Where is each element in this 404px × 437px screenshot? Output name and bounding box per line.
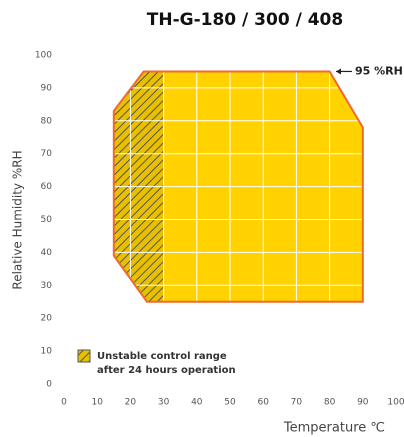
y-tick-label: 10 (41, 347, 53, 357)
y-tick-label: 100 (35, 51, 52, 61)
x-tick-label: 50 (224, 398, 236, 408)
x-tick-label: 0 (61, 398, 67, 408)
legend-swatch (77, 349, 91, 363)
x-tick-label: 10 (91, 398, 103, 408)
legend-label: Unstable control range (97, 351, 227, 362)
y-tick-label: 30 (41, 281, 53, 291)
x-axis-label: Temperature ℃ (283, 421, 385, 436)
y-axis-label: Relative Humidity %RH (11, 150, 25, 289)
y-tick-label: 50 (41, 215, 53, 225)
legend-label: after 24 hours operation (97, 365, 236, 376)
x-tick-label: 40 (191, 398, 203, 408)
y-tick-label: 20 (41, 314, 53, 324)
operating-range-edge (112, 70, 364, 303)
y-tick-label: 80 (41, 116, 53, 126)
x-tick-label: 70 (291, 398, 303, 408)
x-tick-label: 20 (125, 398, 137, 408)
y-tick-label: 90 (41, 83, 53, 93)
y-tick-label: 60 (41, 182, 53, 192)
x-tick-label: 60 (257, 398, 269, 408)
y-tick-label: 70 (41, 149, 53, 159)
y-tick-label: 40 (41, 248, 53, 258)
x-tick-label: 90 (357, 398, 369, 408)
x-tick-label: 30 (158, 398, 170, 408)
annotation-arrowhead (336, 68, 341, 75)
x-tick-label: 100 (387, 398, 404, 408)
x-tick-label: 80 (324, 398, 336, 408)
chart-title: TH-G-180 / 300 / 408 (147, 10, 343, 30)
y-tick-label: 0 (46, 380, 52, 390)
annotation: 95 %RH (355, 64, 403, 77)
